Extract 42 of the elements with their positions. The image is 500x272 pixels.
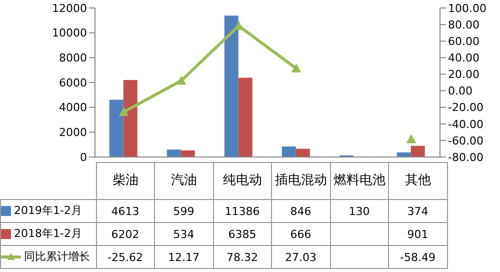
y2-tick-label: 40.00 bbox=[448, 52, 480, 65]
y-tick-label: 4000 bbox=[59, 101, 87, 114]
data-label: 599 bbox=[154, 200, 213, 222]
y-tick-label: 8000 bbox=[59, 52, 87, 65]
y-tick-label: 12000 bbox=[52, 2, 87, 15]
data-label: 6202 bbox=[96, 222, 154, 246]
y2-tick-label: -20.00 bbox=[448, 101, 484, 114]
data-label: -25.62 bbox=[96, 246, 154, 268]
y2-tick-label: -40.00 bbox=[448, 118, 484, 131]
x-tick-label: 柴油 bbox=[96, 162, 154, 200]
legend-label: 2018年1-2月 bbox=[14, 226, 82, 242]
data-label: 666 bbox=[272, 222, 330, 246]
x-tick-label: 纯电动 bbox=[213, 162, 272, 200]
y-tick-label: 0 bbox=[80, 150, 87, 164]
data-label: 12.17 bbox=[154, 246, 213, 268]
data-label: 130 bbox=[330, 200, 388, 222]
data-label: 6385 bbox=[213, 222, 272, 246]
y2-tick-label: -60.00 bbox=[448, 134, 484, 148]
y2-tick-label: 0.00 bbox=[448, 84, 472, 98]
data-label: 4613 bbox=[96, 200, 154, 222]
y-tick-label: 10000 bbox=[52, 26, 87, 40]
legend-label: 同比累计增长 bbox=[24, 249, 90, 264]
data-label: 374 bbox=[388, 200, 447, 222]
data-label: -58.49 bbox=[388, 246, 447, 268]
data-label: 27.03 bbox=[272, 246, 330, 268]
y2-tick-label: -80.00 bbox=[448, 150, 484, 164]
data-label: 846 bbox=[272, 200, 330, 222]
legend-label: 2019年1-2月 bbox=[14, 203, 82, 218]
y2-tick-label: 80.00 bbox=[448, 18, 480, 32]
x-tick-label: 汽油 bbox=[154, 162, 213, 200]
x-tick-label: 其他 bbox=[388, 162, 447, 200]
data-label: 78.32 bbox=[213, 246, 272, 268]
x-tick-label: 插电混动 bbox=[272, 162, 330, 200]
data-label: 11386 bbox=[213, 200, 272, 222]
data-label: 534 bbox=[154, 222, 213, 246]
y-tick-label: 2000 bbox=[59, 126, 87, 140]
y2-tick-label: 100.00 bbox=[448, 2, 486, 15]
x-tick-label: 燃料电池 bbox=[330, 162, 388, 200]
y2-tick-label: 20.00 bbox=[448, 68, 480, 82]
y2-tick-label: 60.00 bbox=[448, 35, 480, 48]
y-tick-label: 6000 bbox=[59, 76, 87, 90]
data-label: 901 bbox=[388, 222, 447, 246]
